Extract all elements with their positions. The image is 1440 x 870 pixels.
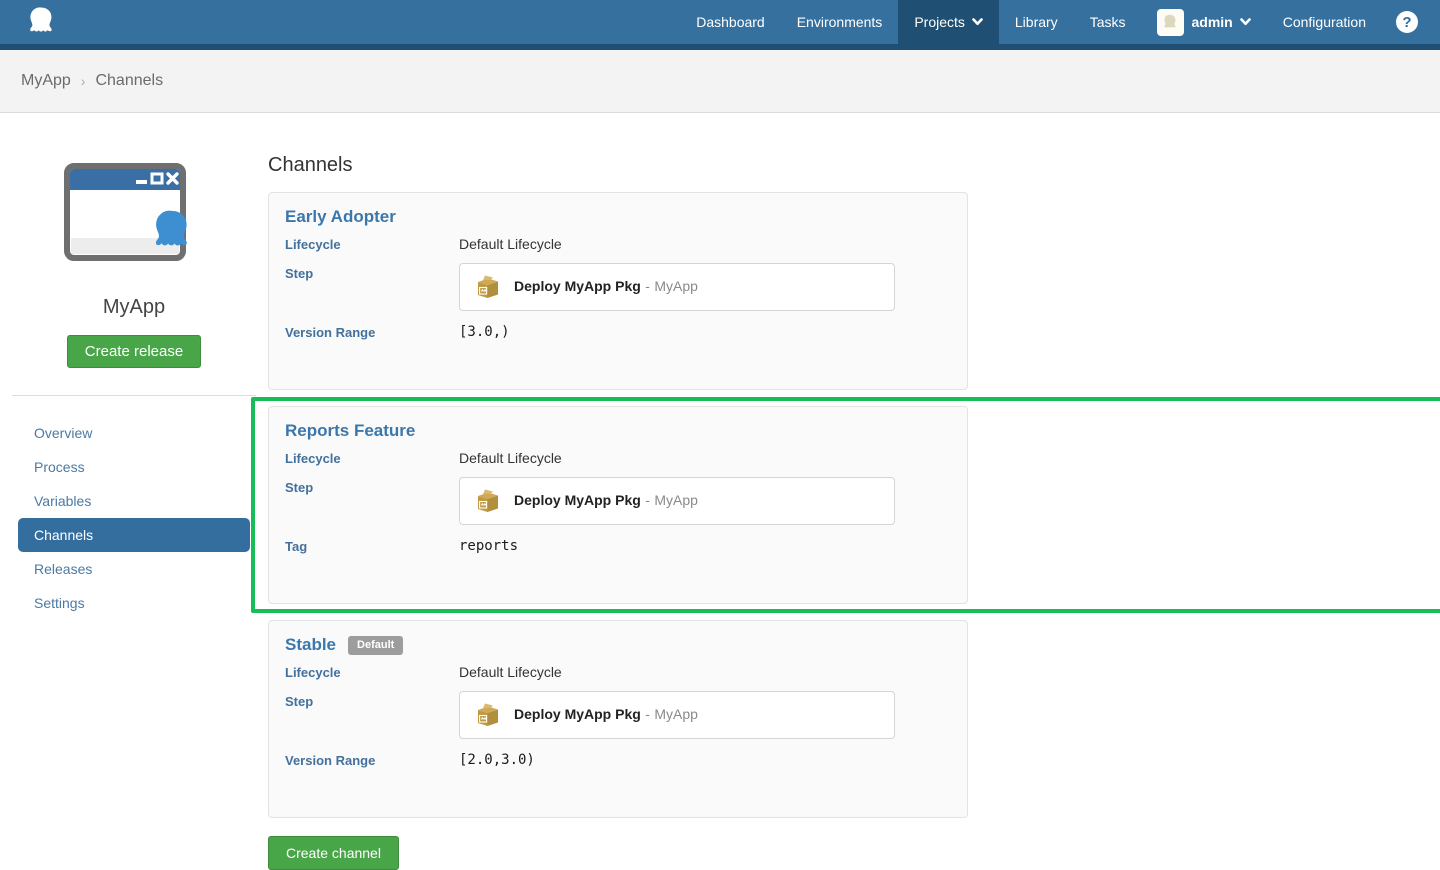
project-window-octopus-icon [64, 163, 187, 261]
step-name: Deploy MyApp Pkg [514, 706, 641, 722]
step-name: Deploy MyApp Pkg [514, 492, 641, 508]
step-name: Deploy MyApp Pkg [514, 278, 641, 294]
channel-name[interactable]: Early Adopter [285, 207, 396, 226]
nav-item-library[interactable]: Library [999, 0, 1074, 44]
step-box[interactable]: Deploy MyApp Pkg - MyApp [459, 477, 895, 525]
tag-label: Tag [285, 539, 308, 554]
lifecycle-label: Lifecycle [285, 451, 341, 466]
nav-item-label: Configuration [1282, 14, 1366, 30]
breadcrumb-current-page: Channels [95, 72, 164, 89]
nav-item-configuration[interactable]: Configuration [1267, 0, 1382, 44]
sidebar-divider [12, 395, 256, 396]
user-menu[interactable]: admin [1141, 0, 1266, 44]
help-icon[interactable]: ? [1396, 11, 1418, 33]
channel-name[interactable]: Reports Feature [285, 421, 416, 440]
step-project: MyApp [654, 278, 698, 294]
step-project: MyApp [654, 706, 698, 722]
version-range-label: Version Range [285, 753, 376, 768]
version-range-value: [3.0,) [459, 324, 510, 340]
nav-bottom-strip [0, 44, 1440, 50]
create-channel-button[interactable]: Create channel [268, 836, 399, 870]
channel-card-reports-feature: Reports Feature Lifecycle Default Lifecy… [268, 406, 968, 604]
version-range-value: [2.0,3.0) [459, 752, 535, 768]
top-navigation: Dashboard Environments Projects Library … [0, 0, 1440, 44]
nav-item-label: Projects [914, 14, 965, 30]
nav-item-label: Library [1014, 14, 1058, 30]
sidebar-item-channels[interactable]: Channels [18, 518, 250, 552]
lifecycle-value: Default Lifecycle [459, 236, 562, 252]
lifecycle-label: Lifecycle [285, 237, 341, 252]
step-project: MyApp [654, 492, 698, 508]
help-wrap: ? [1382, 0, 1440, 44]
page-title: Channels [268, 154, 353, 176]
package-icon [478, 275, 498, 298]
sidebar-item-process[interactable]: Process [34, 459, 85, 475]
breadcrumb-separator-icon: › [80, 73, 86, 89]
user-name: admin [1191, 14, 1233, 30]
channel-card-stable: Stable Default Lifecycle Default Lifecyc… [268, 620, 968, 818]
nav-spacer [80, 0, 680, 44]
main-content: Channels Early Adopter Lifecycle Default… [251, 113, 1440, 870]
chevron-down-icon [972, 18, 983, 26]
nav-item-label: Tasks [1089, 14, 1126, 30]
octopus-logo[interactable] [24, 0, 60, 44]
channel-card-wrap: Stable Default Lifecycle Default Lifecyc… [268, 620, 1440, 818]
lifecycle-value: Default Lifecycle [459, 664, 562, 680]
step-label: Step [285, 694, 314, 709]
nav-item-tasks[interactable]: Tasks [1074, 0, 1142, 44]
lifecycle-label: Lifecycle [285, 665, 341, 680]
sidebar-item-variables[interactable]: Variables [34, 493, 92, 509]
package-icon [478, 489, 498, 512]
version-range-label: Version Range [285, 325, 376, 340]
avatar-octopus-icon [1164, 14, 1177, 28]
step-box[interactable]: Deploy MyApp Pkg - MyApp [459, 263, 895, 311]
sidebar-nav: Overview Process Variables Channels Rele… [18, 416, 250, 620]
project-sidebar: MyApp Create release Overview Process Va… [0, 113, 268, 870]
sidebar-item-settings[interactable]: Settings [34, 595, 85, 611]
chevron-down-icon [1239, 18, 1251, 26]
step-box[interactable]: Deploy MyApp Pkg - MyApp [459, 691, 895, 739]
default-badge: Default [348, 635, 404, 655]
nav-item-label: Environments [796, 14, 883, 30]
breadcrumb-project-link[interactable]: MyApp [21, 72, 71, 89]
step-separator: - [645, 492, 650, 508]
sidebar-item-overview[interactable]: Overview [34, 425, 93, 441]
channel-card-wrap: Early Adopter Lifecycle Default Lifecycl… [268, 192, 1440, 390]
step-separator: - [645, 706, 650, 722]
package-icon [478, 703, 498, 726]
project-name: MyApp [102, 296, 166, 318]
lifecycle-value: Default Lifecycle [459, 450, 562, 466]
create-release-button[interactable]: Create release [66, 335, 202, 368]
step-label: Step [285, 480, 314, 495]
nav-item-label: Dashboard [696, 14, 765, 30]
channel-card-wrap-highlighted: Reports Feature Lifecycle Default Lifecy… [251, 397, 1440, 613]
avatar [1157, 8, 1185, 36]
nav-item-dashboard[interactable]: Dashboard [680, 0, 781, 44]
sidebar-item-releases[interactable]: Releases [34, 561, 93, 577]
channel-card-early-adopter: Early Adopter Lifecycle Default Lifecycl… [268, 192, 968, 390]
breadcrumb: MyApp › Channels [0, 50, 1440, 113]
nav-item-projects[interactable]: Projects [898, 0, 999, 44]
step-label: Step [285, 266, 314, 281]
tag-value: reports [459, 538, 519, 554]
octopus-logo-icon [30, 7, 52, 32]
nav-item-environments[interactable]: Environments [781, 0, 899, 44]
step-separator: - [645, 278, 650, 294]
project-logo [0, 159, 268, 276]
channel-name[interactable]: Stable [285, 635, 337, 654]
